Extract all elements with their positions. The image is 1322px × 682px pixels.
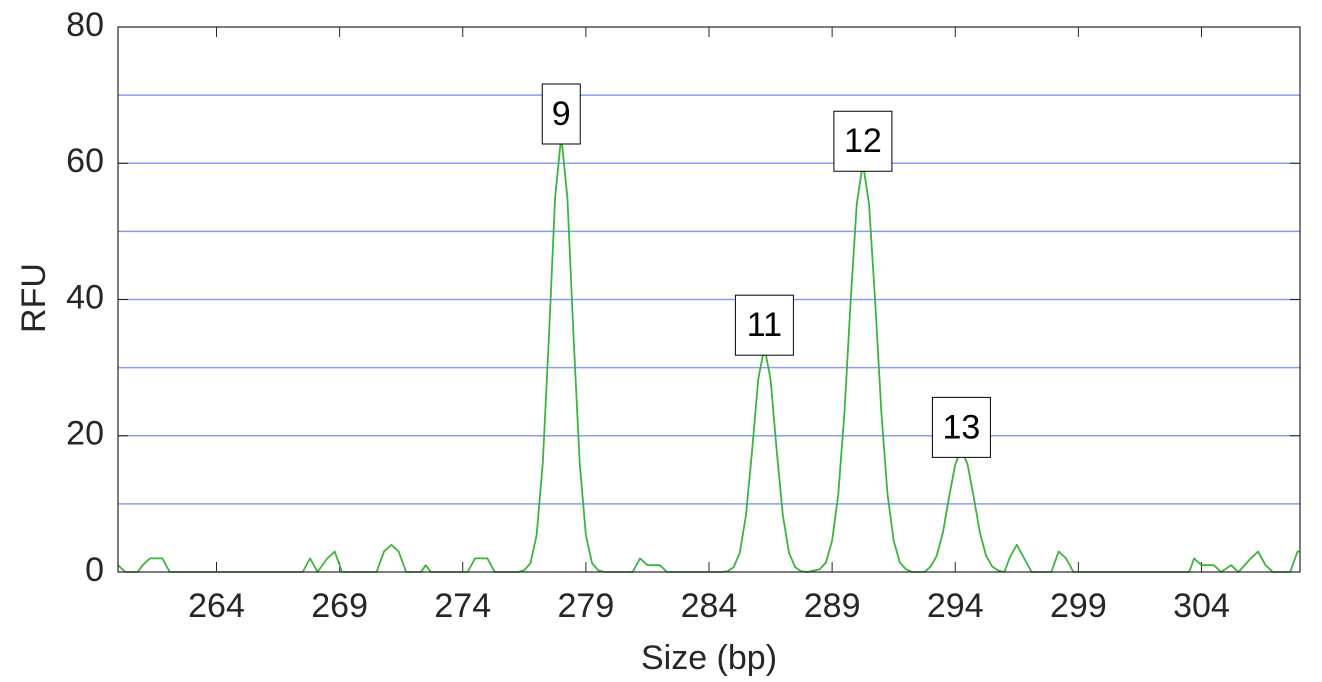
x-tick-label: 299	[1050, 587, 1107, 625]
x-tick-label: 274	[434, 587, 491, 625]
plot-frame	[117, 26, 1301, 573]
x-tick-label: 294	[927, 587, 984, 625]
y-tick-label: 60	[66, 142, 104, 180]
peak-label-box	[734, 294, 794, 356]
x-tick-label: 279	[558, 587, 615, 625]
x-tick-label: 269	[311, 587, 368, 625]
y-tick-label: 0	[85, 551, 104, 589]
x-tick-label: 284	[681, 587, 738, 625]
peak-label: 13	[942, 408, 980, 446]
peak-label-box	[833, 110, 893, 172]
y-tick-label: 20	[66, 415, 104, 453]
y-axis-label: RFU	[15, 263, 53, 333]
peak-label: 11	[747, 306, 782, 344]
signal-line	[117, 135, 1300, 573]
x-axis-label: Size (bp)	[641, 639, 777, 677]
y-tick-label: 40	[66, 278, 104, 316]
peak-label: 12	[844, 122, 882, 160]
y-tick-label: 80	[66, 6, 104, 44]
x-tick-label: 304	[1173, 587, 1230, 625]
peak-label-box	[931, 396, 991, 458]
x-tick-label: 264	[188, 587, 245, 625]
peak-label: 9	[552, 95, 571, 133]
peak-label-box	[541, 83, 581, 145]
x-tick-label: 289	[804, 587, 861, 625]
